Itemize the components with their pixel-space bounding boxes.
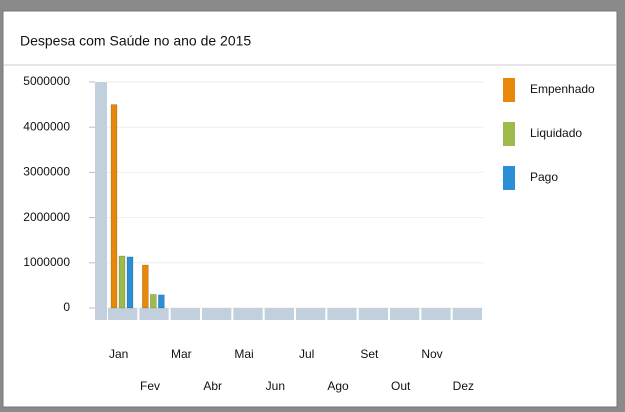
floor-segment <box>139 308 169 320</box>
chart-title: Despesa com Saúde no ano de 2015 <box>20 33 251 49</box>
floor-segment <box>296 308 326 320</box>
legend-label: Pago <box>530 170 558 184</box>
bar <box>142 264 149 309</box>
y-tick-label: 1000000 <box>23 255 70 269</box>
x-tick-label: Jul <box>299 347 314 361</box>
x-tick-label: Jun <box>266 379 285 393</box>
bar <box>126 256 134 309</box>
x-tick-label: Mar <box>171 347 192 361</box>
y-tick-label: 2000000 <box>23 210 70 224</box>
y-tick-label: 3000000 <box>23 165 70 179</box>
x-tick-label: Dez <box>453 379 474 393</box>
floor-segment <box>452 308 482 320</box>
floor-segment <box>390 308 420 320</box>
floor-segment <box>108 308 138 320</box>
floor-segment <box>358 308 388 320</box>
legend-swatch <box>503 122 515 146</box>
floor-segment <box>421 308 451 320</box>
bar <box>158 294 165 309</box>
x-tick-label: Nov <box>421 347 442 361</box>
legend-label: Liquidado <box>530 126 582 140</box>
bar <box>150 294 157 309</box>
legend-swatch <box>503 78 515 102</box>
x-tick-label: Abr <box>203 379 222 393</box>
x-tick-label: Set <box>360 347 379 361</box>
axis-wall <box>95 82 107 320</box>
legend-label: Empenhado <box>530 82 595 96</box>
y-tick-label: 5000000 <box>23 74 70 88</box>
x-tick-label: Out <box>391 379 411 393</box>
bar <box>110 104 118 309</box>
floor-segment <box>233 308 263 320</box>
x-tick-label: Fev <box>140 379 160 393</box>
floor-segment <box>327 308 357 320</box>
bar <box>118 255 126 309</box>
x-tick-label: Ago <box>327 379 349 393</box>
floor-segment <box>264 308 294 320</box>
x-tick-label: Jan <box>109 347 128 361</box>
x-tick-label: Mai <box>234 347 253 361</box>
y-tick-label: 4000000 <box>23 119 70 133</box>
legend-swatch <box>503 166 515 190</box>
floor-segment <box>170 308 200 320</box>
y-tick-label: 0 <box>63 300 70 314</box>
floor-segment <box>202 308 232 320</box>
